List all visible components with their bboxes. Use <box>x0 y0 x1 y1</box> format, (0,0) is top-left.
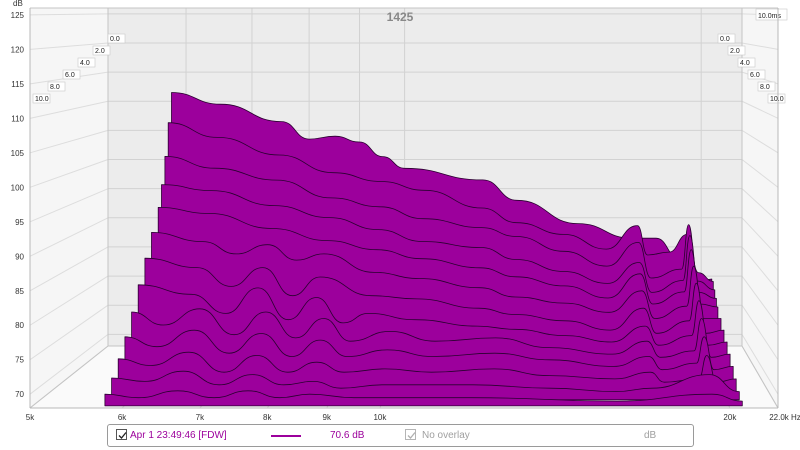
grid-line-db-left <box>29 246 109 292</box>
time-label-right-box <box>737 57 756 68</box>
grid-line-db-right <box>741 100 779 119</box>
legend-entry-value: 70.6 dB <box>330 430 365 441</box>
time-max-label-box <box>755 8 788 21</box>
x-tick-label: 5k <box>26 413 35 422</box>
time-label-right: 6.0 <box>750 72 760 79</box>
grid-line-db-right <box>741 334 779 395</box>
time-label-left-box <box>62 69 81 80</box>
time-max-label: 10.0ms <box>758 13 781 20</box>
time-label-left: 4.0 <box>80 60 90 67</box>
grid-line-db-left <box>29 100 109 119</box>
legend-series-swatch <box>271 435 301 437</box>
legend-entry-checkbox[interactable] <box>116 429 127 440</box>
y-tick-label: 95 <box>15 218 24 227</box>
time-label-right: 8.0 <box>760 84 770 91</box>
grid-line-db-left <box>29 13 109 16</box>
waterfall-slice-9ms <box>111 370 740 401</box>
x-tick-label: 20k <box>723 413 737 422</box>
grid-line-db-right <box>741 217 779 257</box>
overlay-label: No overlay <box>422 430 470 441</box>
grid-line-db-right <box>741 129 779 154</box>
y-tick-label: 80 <box>15 321 24 330</box>
checkmark-icon <box>118 432 127 439</box>
time-label-right: 0.0 <box>720 36 730 43</box>
y-axis-unit: dB <box>13 0 23 8</box>
grid-line-db-left <box>29 188 109 223</box>
frame-edge <box>741 345 779 409</box>
left-wall <box>30 8 108 408</box>
y-tick-label: 125 <box>11 11 25 20</box>
time-label-right-box <box>757 81 776 92</box>
legend-entry-name[interactable]: Apr 1 23:49:46 [FDW] <box>130 430 227 441</box>
x-tick-label: 6k <box>118 413 127 422</box>
legend-unit: dB <box>644 430 657 441</box>
grid-line-db-right <box>741 275 779 326</box>
time-label-right-box <box>767 93 786 104</box>
time-label-left: 0.0 <box>110 36 120 43</box>
grid-line-db-left <box>29 129 109 154</box>
plot-axes: 70 75 80 85 90 95 100 105 110 115 120 125 dB 5k 6k 7k 8k… <box>11 0 800 422</box>
grid-line-db-left <box>29 333 109 395</box>
x-tick-label: 22.0k Hz <box>769 413 800 422</box>
waterfall-slices <box>104 92 743 407</box>
grid-line-db-right <box>741 159 779 188</box>
overlay-checkbox[interactable] <box>405 429 416 440</box>
x-tick-label: 8k <box>263 413 272 422</box>
time-label-right-box <box>717 33 736 44</box>
time-label-right: 2.0 <box>730 48 740 55</box>
grid-line-db-left <box>29 304 109 361</box>
grid-line-db-right <box>741 42 779 50</box>
time-label-left: 2.0 <box>95 48 105 55</box>
grid-line-db-left <box>29 42 109 50</box>
grid-line-db-left <box>29 275 109 326</box>
time-label-left-box <box>32 93 51 104</box>
y-tick-label: 75 <box>15 356 24 365</box>
waterfall-slice-10ms <box>104 390 743 407</box>
y-tick-label: 105 <box>11 149 25 158</box>
x-tick-label: 9k <box>323 413 332 422</box>
x-tick-label: 10k <box>373 413 387 422</box>
y-tick-label: 115 <box>11 80 24 89</box>
time-label-left-box <box>92 45 111 56</box>
time-label-left: 10.0 <box>35 96 49 103</box>
time-label-left: 8.0 <box>50 84 60 91</box>
grid-line-db-left <box>29 159 109 188</box>
grid-line-db-right <box>741 246 779 292</box>
grid-line-db-right <box>741 188 779 223</box>
grid-line-db-right <box>741 304 779 360</box>
y-tick-label: 110 <box>11 114 24 123</box>
time-label-left-box <box>77 57 96 68</box>
y-tick-label: 100 <box>11 183 25 192</box>
chart-title: 1425 <box>387 10 414 24</box>
checkmark-icon <box>407 432 416 439</box>
time-label-right-box <box>727 45 746 56</box>
time-label-right: 4.0 <box>740 60 750 67</box>
x-tick-label: 7k <box>196 413 205 422</box>
y-tick-label: 90 <box>15 252 24 261</box>
time-label-right: 10.0 <box>770 96 784 103</box>
time-label-left: 6.0 <box>65 72 75 79</box>
y-tick-label: 120 <box>11 45 25 54</box>
y-tick-label: 85 <box>15 287 24 296</box>
right-wall <box>742 8 778 408</box>
legend-panel: Apr 1 23:49:46 [FDW] 70.6 dB No overlay … <box>107 424 694 447</box>
y-tick-label: 70 <box>15 390 24 399</box>
grid-line-db-left <box>29 217 109 257</box>
time-label-left-box <box>107 33 126 44</box>
time-label-left-box <box>47 81 66 92</box>
time-label-right-box <box>747 69 766 80</box>
frame-edge <box>29 345 109 409</box>
